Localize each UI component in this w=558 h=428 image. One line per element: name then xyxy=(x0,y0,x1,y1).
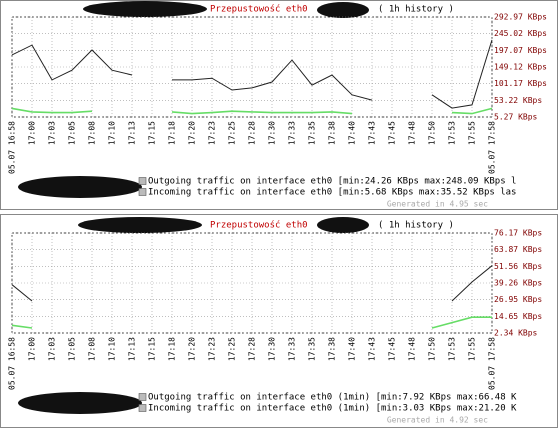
legend-label: Incoming traffic on interface eth0 (1min… xyxy=(148,404,517,414)
footer: Generated in 4.95 sec xyxy=(387,200,488,209)
x-tick-label: 17:30 xyxy=(268,337,277,361)
x-tick-label: 17:25 xyxy=(228,121,237,145)
x-tick-label: 17:23 xyxy=(208,337,217,361)
x-tick-label: 17:38 xyxy=(328,121,337,145)
redaction xyxy=(78,217,202,233)
y-tick-label: 76.17 KBps xyxy=(494,229,542,238)
chart-subtitle: ( 1h history ) xyxy=(378,221,454,231)
y-tick-label: 51.56 KBps xyxy=(494,262,542,271)
redaction xyxy=(18,176,142,198)
x-tick-label: 17:20 xyxy=(188,121,197,145)
panel xyxy=(0,0,558,210)
legend-swatch xyxy=(138,404,147,412)
x-tick-label: 17:53 xyxy=(448,337,457,361)
x-tick-label: 05.07 16:58 xyxy=(8,337,17,390)
redaction xyxy=(18,392,142,414)
series-line xyxy=(11,265,493,302)
x-tick-label: 17:55 xyxy=(468,337,477,361)
x-tick-label: 17:20 xyxy=(188,337,197,361)
legend-label: Outgoing traffic on interface eth0 (1min… xyxy=(148,393,517,403)
x-tick-label: 17:33 xyxy=(288,337,297,361)
x-tick-label: 17:43 xyxy=(368,337,377,361)
x-tick-label: 17:18 xyxy=(168,121,177,145)
x-tick-label: 17:48 xyxy=(408,121,417,145)
series-line xyxy=(11,107,493,115)
x-tick-label: 17:10 xyxy=(108,121,117,145)
y-tick-label: 5.27 KBps xyxy=(494,113,538,122)
chart-subtitle: ( 1h history ) xyxy=(378,5,454,15)
x-tick-label: 17:18 xyxy=(168,337,177,361)
x-tick-label: 17:25 xyxy=(228,337,237,361)
legend-swatch xyxy=(138,393,147,401)
y-tick-label: 292.97 KBps xyxy=(494,13,547,22)
chart-title: Przepustowość eth0 xyxy=(210,220,308,231)
legend-label: Incoming traffic on interface eth0 [min:… xyxy=(148,188,516,198)
x-tick-label: 17:03 xyxy=(48,121,57,145)
x-tick-label: 17:13 xyxy=(128,337,137,361)
x-tick-label: 17:33 xyxy=(288,121,297,145)
y-tick-label: 63.87 KBps xyxy=(494,245,542,254)
redaction xyxy=(317,217,369,233)
x-tick-label: 17:05 xyxy=(68,121,77,145)
x-tick-label: 17:50 xyxy=(428,337,437,361)
x-tick-label: 17:50 xyxy=(428,121,437,145)
x-tick-label: 17:43 xyxy=(368,121,377,145)
x-tick-label: 17:45 xyxy=(388,337,397,361)
x-tick-label: 17:30 xyxy=(268,121,277,145)
y-tick-label: 149.12 KBps xyxy=(494,63,547,72)
x-tick-label: 17:40 xyxy=(348,121,357,145)
x-tick-label: 17:05 xyxy=(68,337,77,361)
x-tick-label: 05.07 17:58 xyxy=(488,337,497,390)
x-tick-label: 17:40 xyxy=(348,337,357,361)
y-tick-label: 101.17 KBps xyxy=(494,79,547,88)
x-tick-label: 05.07 17:58 xyxy=(488,121,497,174)
x-tick-label: 17:13 xyxy=(128,121,137,145)
x-tick-label: 17:00 xyxy=(28,337,37,361)
chart-title: Przepustowość eth0 xyxy=(210,4,308,15)
x-tick-label: 17:35 xyxy=(308,121,317,145)
x-tick-label: 17:38 xyxy=(328,337,337,361)
x-tick-label: 17:45 xyxy=(388,121,397,145)
y-tick-label: 197.07 KBps xyxy=(494,46,547,55)
x-tick-label: 17:28 xyxy=(248,121,257,145)
x-tick-label: 17:10 xyxy=(108,337,117,361)
y-tick-label: 53.22 KBps xyxy=(494,96,542,105)
y-tick-label: 14.65 KBps xyxy=(494,312,542,321)
x-tick-label: 17:35 xyxy=(308,337,317,361)
x-tick-label: 17:00 xyxy=(28,121,37,145)
legend-swatch xyxy=(138,177,147,185)
x-tick-label: 17:28 xyxy=(248,337,257,361)
footer: Generated in 4.92 sec xyxy=(387,416,488,425)
x-tick-label: 17:53 xyxy=(448,121,457,145)
x-tick-label: 05.07 16:58 xyxy=(8,121,17,174)
x-tick-label: 17:08 xyxy=(88,121,97,145)
x-tick-label: 17:15 xyxy=(148,337,157,361)
x-tick-label: 17:23 xyxy=(208,121,217,145)
y-tick-label: 26.95 KBps xyxy=(494,295,542,304)
x-tick-label: 17:48 xyxy=(408,337,417,361)
y-tick-label: 39.26 KBps xyxy=(494,278,542,287)
redaction xyxy=(83,1,207,17)
legend-swatch xyxy=(138,188,147,196)
x-tick-label: 17:15 xyxy=(148,121,157,145)
x-tick-label: 17:55 xyxy=(468,121,477,145)
series-line xyxy=(11,39,493,109)
y-tick-label: 245.02 KBps xyxy=(494,29,547,38)
redaction xyxy=(317,2,369,18)
y-tick-label: 2.34 KBps xyxy=(494,329,538,338)
x-tick-label: 17:03 xyxy=(48,337,57,361)
series-line xyxy=(11,316,492,329)
panel xyxy=(0,214,558,428)
legend-label: Outgoing traffic on interface eth0 [min:… xyxy=(148,177,516,187)
x-tick-label: 17:08 xyxy=(88,337,97,361)
